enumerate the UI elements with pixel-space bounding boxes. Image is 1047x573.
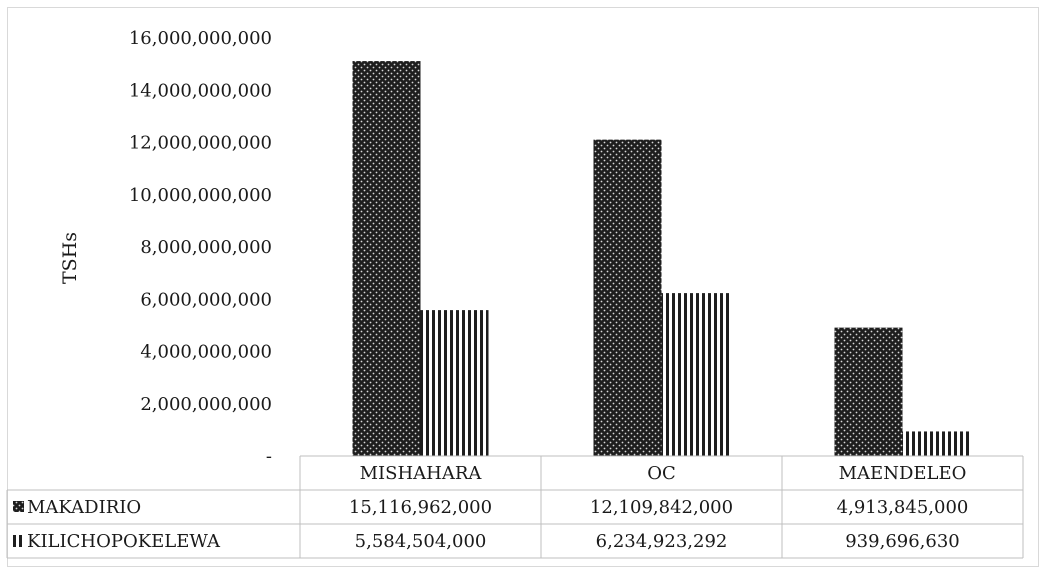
y-tick-label: 4,000,000,000 — [140, 342, 272, 363]
legend-key-makadirio — [13, 501, 24, 512]
bar-makadirio-maendeleo — [834, 327, 903, 456]
y-axis-label: TSHs — [59, 232, 81, 284]
bar-kilichopokelewa-oc — [661, 293, 730, 456]
data-label: 15,116,962,000 — [349, 497, 492, 518]
bars — [352, 61, 971, 456]
y-tick-label: 14,000,000,000 — [129, 80, 272, 101]
category-label: MISHAHARA — [360, 463, 483, 484]
y-tick-label: 8,000,000,000 — [140, 237, 272, 258]
category-label: OC — [647, 463, 676, 484]
data-label: 939,696,630 — [845, 531, 960, 552]
legend-key-kilichopokelewa — [13, 535, 22, 547]
bar-makadirio-mishahara — [352, 61, 421, 456]
y-tick-label: 12,000,000,000 — [129, 133, 272, 154]
legend-label: KILICHOPOKELEWA — [27, 531, 221, 552]
bar-kilichopokelewa-mishahara — [420, 310, 489, 456]
y-tick-label: 16,000,000,000 — [129, 28, 272, 49]
data-label: 12,109,842,000 — [590, 497, 733, 518]
bar-makadirio-oc — [593, 139, 662, 456]
y-tick-label: 2,000,000,000 — [140, 394, 272, 415]
y-tick-label: 6,000,000,000 — [140, 289, 272, 310]
data-label: 6,234,923,292 — [596, 531, 728, 552]
y-tick-label: 10,000,000,000 — [129, 185, 272, 206]
y-axis-ticks: - 2,000,000,000 4,000,000,000 6,000,000,000… — [129, 28, 272, 467]
y-tick-label: - — [266, 446, 272, 467]
category-label: MAENDELEO — [839, 463, 967, 484]
data-label: 5,584,504,000 — [355, 531, 487, 552]
chart-frame — [7, 7, 1039, 567]
data-table: MISHAHARA OC MAENDELEO MAKADIRIO 15,116,962,… — [6, 455, 1024, 559]
bar-kilichopokelewa-maendeleo — [902, 431, 971, 456]
data-label: 4,913,845,000 — [837, 497, 969, 518]
legend-label: MAKADIRIO — [27, 497, 141, 518]
